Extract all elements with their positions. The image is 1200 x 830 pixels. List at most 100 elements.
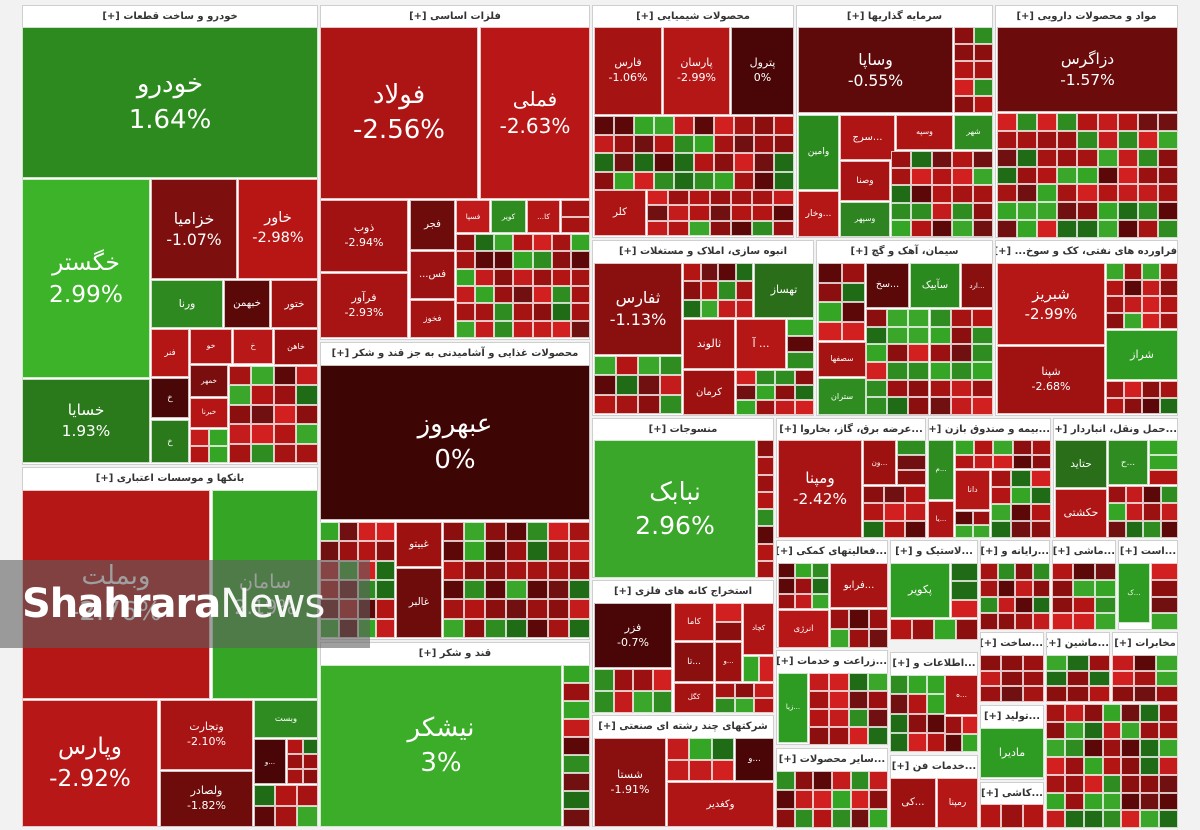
- filler-tile: [955, 524, 973, 538]
- filler-tile: [513, 251, 533, 269]
- filler-tile: [734, 171, 754, 190]
- filler-tile: [1077, 148, 1098, 167]
- filler-tile: [1017, 220, 1038, 238]
- filler-tile: [613, 669, 633, 691]
- filler-tile: [376, 541, 395, 561]
- filler-tile: [569, 560, 590, 580]
- filler-tile: [931, 202, 953, 220]
- filler-tile: [832, 809, 851, 828]
- stock-label: ... آ: [752, 336, 770, 350]
- stock-tile: ...وخار: [798, 191, 839, 237]
- stock-change: 2.99%: [49, 280, 123, 308]
- filler-tile: [997, 148, 1018, 167]
- filler-tile: [616, 394, 638, 414]
- filler-tile: [752, 220, 773, 236]
- filler-tile: [1137, 148, 1158, 167]
- filler-tile: [997, 579, 1015, 597]
- filler-tile: [1157, 202, 1178, 221]
- sector-title: محصولات غذایی و آشامیدنی به جز قند و شکر…: [331, 348, 579, 359]
- filler-tile: [887, 344, 909, 362]
- filler-tile: [376, 522, 395, 542]
- filler-tile: [513, 320, 533, 338]
- sector-title: فلزات اساسی [+]: [409, 11, 501, 22]
- filler-tile: [357, 541, 377, 561]
- stock-tile: ...زیا: [778, 673, 808, 743]
- watermark-suffix: News: [220, 581, 325, 627]
- stock-label: خ: [167, 435, 173, 446]
- filler-tile: [929, 326, 951, 345]
- filler-tile: [647, 190, 668, 206]
- filler-tile: [715, 683, 735, 698]
- filler-tile: [594, 394, 616, 414]
- filler-tile: [443, 599, 464, 619]
- filler-tile: [1094, 563, 1116, 580]
- filler-tile: [1106, 279, 1124, 296]
- stock-label: کچاد: [751, 624, 766, 633]
- filler-tile: [973, 78, 993, 96]
- filler-tile: [866, 309, 888, 327]
- filler-tile: [1151, 579, 1178, 597]
- stock-tile: ولصادر -1.82%: [160, 771, 253, 827]
- filler-tile: [757, 509, 774, 527]
- filler-tile: [456, 320, 476, 338]
- filler-tile: [1046, 670, 1068, 687]
- filler-tile: [1160, 520, 1178, 538]
- filler-tile: [711, 759, 734, 781]
- filler-tile: [563, 755, 590, 773]
- filler-tile: [229, 404, 252, 425]
- filler-tile: [818, 282, 842, 302]
- filler-tile: [997, 130, 1018, 149]
- stock-label: ستران: [830, 390, 854, 401]
- stock-change: -2.94%: [344, 236, 384, 249]
- filler-tile: [715, 603, 742, 622]
- filler-tile: [1052, 563, 1074, 580]
- filler-tile: [1094, 596, 1116, 614]
- filler-tile: [1032, 563, 1050, 580]
- stock-label: ...سخ: [875, 279, 900, 291]
- filler-tile: [1125, 486, 1143, 504]
- filler-tile: [971, 379, 993, 398]
- filler-tile: [755, 385, 775, 400]
- filler-tile: [997, 113, 1018, 131]
- filler-tile: [1064, 810, 1084, 828]
- filler-tile: [1088, 686, 1110, 702]
- filler-tile: [1046, 686, 1068, 702]
- stock-label: خبرنا: [201, 408, 217, 417]
- stock-label: خاور: [264, 210, 292, 227]
- filler-tile: [955, 511, 973, 525]
- stock-label: وکغدیر: [706, 798, 735, 810]
- filler-tile: [1037, 113, 1058, 131]
- filler-tile: [1032, 596, 1050, 614]
- filler-tile: [787, 319, 814, 336]
- stock-label: شهر: [966, 127, 981, 137]
- stock-tile: حکشتی: [1055, 489, 1107, 538]
- filler-tile: [813, 809, 832, 828]
- filler-tile: [1094, 579, 1116, 597]
- filler-tile: [295, 424, 318, 444]
- filler-tile: [660, 394, 682, 414]
- stock-label: خودرو: [136, 69, 204, 100]
- stock-tile: ...سخ: [866, 263, 909, 308]
- filler-tile: [972, 511, 990, 525]
- filler-tile: [884, 520, 905, 538]
- filler-tile: [950, 344, 972, 362]
- watermark-brand: Shahrara: [22, 581, 221, 627]
- filler-tile: [868, 691, 888, 709]
- stock-label: ...ح: [1120, 457, 1136, 468]
- stock-tile: ...ارد: [961, 263, 993, 308]
- stock-label: خاهن: [287, 341, 305, 351]
- sector-title: سرمایه گذاریها [+]: [846, 11, 943, 22]
- filler-tile: [1011, 487, 1031, 504]
- filler-tile: [594, 691, 614, 713]
- stock-change: 1.93%: [61, 422, 111, 440]
- stock-change: -1.82%: [187, 799, 226, 812]
- filler-tile: [689, 190, 710, 206]
- filler-tile: [743, 656, 759, 682]
- filler-tile: [961, 716, 978, 734]
- stock-label: ...تا: [687, 657, 701, 667]
- filler-tile: [1157, 166, 1178, 185]
- filler-tile: [1067, 655, 1089, 671]
- filler-tile: [532, 303, 552, 321]
- filler-tile: [774, 153, 794, 172]
- filler-tile: [757, 560, 774, 578]
